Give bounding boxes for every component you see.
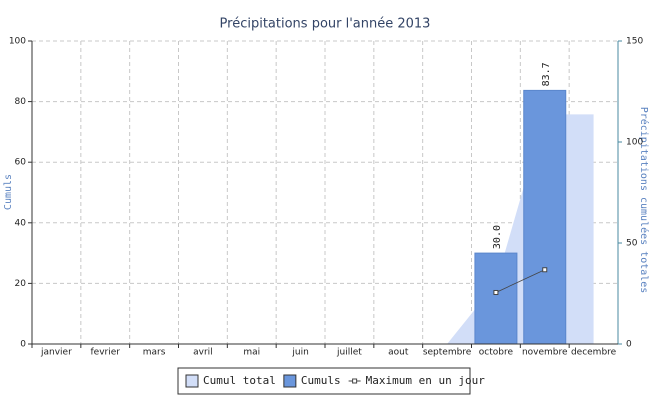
y2-tick-label: 150 [626,37,643,47]
legend-box [177,367,471,395]
y2-tick-label: 50 [626,239,638,249]
legend-label: Cumuls [301,374,341,387]
x-tick-label: aout [388,348,409,358]
y2-tick-label: 100 [626,138,643,148]
y2-tick-label: 0 [626,340,632,350]
x-tick-label: avril [193,348,213,358]
x-tick-label: fevrier [91,348,121,358]
bar [474,252,518,345]
chart-title: Précipitations pour l'année 2013 [220,17,431,32]
marker [542,267,548,273]
y-tick-label: 100 [9,37,26,47]
y-tick-label: 60 [15,158,27,168]
legend-label: Cumul total [203,374,276,387]
value-label: 83.7 [541,62,552,86]
marker [493,289,499,295]
x-tick-label: novembre [522,348,568,358]
legend-swatch [185,374,199,388]
x-tick-label: mai [243,348,260,358]
legend-label: Maximum en un jour [366,374,486,387]
y-tick-label: 20 [15,279,27,289]
bar [523,89,567,345]
x-tick-label: mars [143,348,166,358]
legend-swatch [283,374,297,388]
x-tick-label: juin [291,348,308,358]
y-tick-label: 0 [20,340,26,350]
x-tick-label: octobre [479,348,514,358]
y-axis-title: Cumuls [3,174,14,210]
x-tick-label: janvier [40,348,72,358]
x-tick-label: juillet [336,348,362,358]
value-label: 30.0 [492,225,503,249]
y2-axis-title: Précipitations cumulées totales [638,107,650,294]
legend-marker [352,378,358,384]
x-tick-label: decembre [571,348,617,358]
x-tick-label: septembre [423,348,472,358]
y-tick-label: 40 [15,218,27,228]
line [495,269,545,293]
y-tick-label: 80 [15,97,27,107]
